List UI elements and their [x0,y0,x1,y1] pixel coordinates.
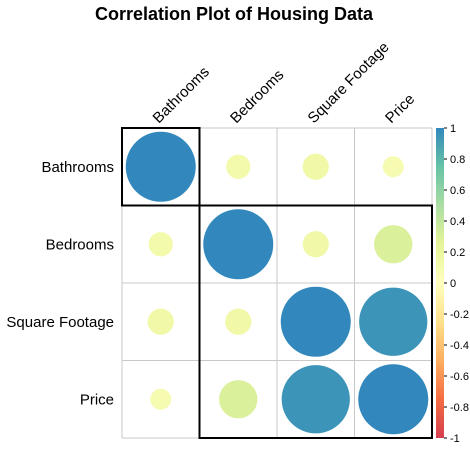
corr-circle-square-footage-bathrooms [147,308,174,335]
correlation-circles [125,131,429,435]
legend-tick-label: -1 [450,433,460,445]
chart-title: Correlation Plot of Housing Data [95,4,374,24]
legend-tick-label: -0.8 [450,402,469,414]
corr-circle-bedrooms-bedrooms [203,209,274,280]
cluster-boxes [121,127,433,439]
legend-tick-label: -0.4 [450,340,469,352]
corr-circle-bedrooms-square-footage [302,231,329,258]
legend-colorbar [436,128,444,438]
legend-tick-label: -0.6 [450,371,469,383]
column-label: Bedrooms [227,66,287,126]
column-label: Square Footage [305,39,393,127]
corr-circle-price-square-footage [281,365,350,434]
corr-circle-price-bathrooms [150,388,172,410]
corr-circle-bedrooms-bathrooms [148,232,173,257]
legend-tick-label: -0.2 [450,309,469,321]
row-label: Price [80,391,114,408]
legend-tick-label: 0.8 [450,154,465,166]
column-label: Bathrooms [150,64,213,127]
corr-circle-bedrooms-price [374,225,413,264]
corr-circle-price-price [358,364,429,435]
column-label: Price [382,91,418,127]
row-label: Square Footage [6,314,114,331]
cluster-box [121,127,201,207]
corr-circle-bathrooms-square-footage [302,153,329,180]
corr-circle-bathrooms-bathrooms [125,131,196,202]
corr-circle-square-footage-price [359,287,428,356]
cluster-box [198,204,433,439]
corr-circle-bathrooms-price [382,156,404,178]
corr-circle-square-footage-square-footage [280,286,351,357]
row-label: Bathrooms [41,159,114,176]
corr-circle-bathrooms-bedrooms [226,154,251,179]
corr-circle-price-bedrooms [219,380,258,419]
corr-circle-square-footage-bedrooms [225,308,252,335]
legend-tick-label: 1 [450,123,456,135]
legend-tick-label: 0.6 [450,185,465,197]
legend-tick-label: 0.4 [450,216,465,228]
legend-tick-label: 0 [450,278,456,290]
legend-tick-label: 0.2 [450,247,465,259]
color-legend: 1 0.8 0.6 0.4 0.2 0 -0.2 -0.4 -0.6 -0.8 -1 [436,123,469,445]
row-label: Bedrooms [46,236,114,253]
